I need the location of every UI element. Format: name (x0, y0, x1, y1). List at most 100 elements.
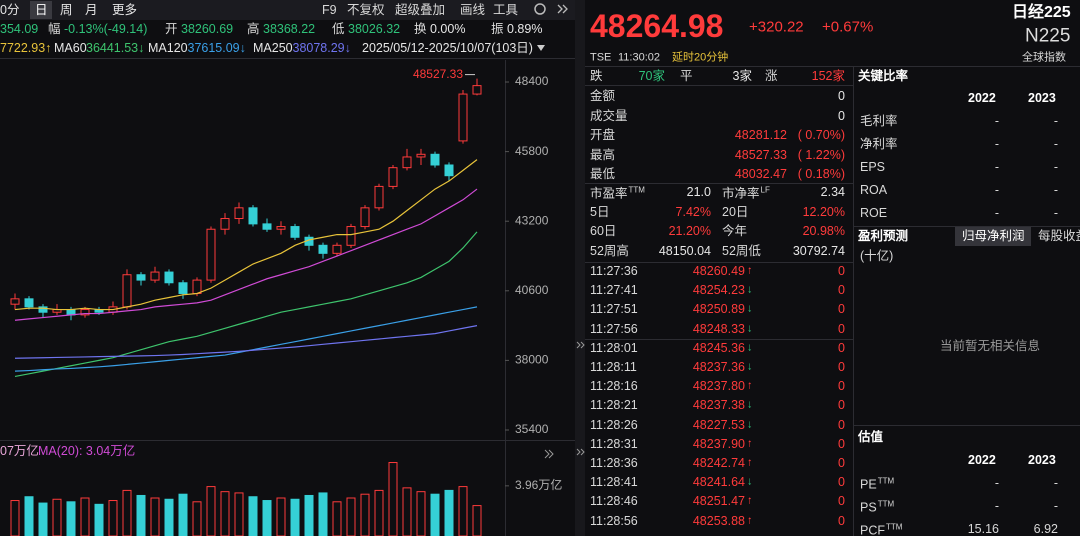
unit-label: (十亿) (860, 249, 894, 263)
volume-bar (136, 494, 146, 536)
ratio-value: 2.34 (820, 185, 845, 199)
volume-bar (80, 497, 90, 536)
expand-icon[interactable] (580, 448, 585, 456)
stat-pct: ( 1.22%) (797, 147, 845, 162)
tick-price: 48253.88 (692, 513, 745, 528)
security-name: 日经225 (1012, 4, 1071, 21)
forecast-tab[interactable]: 每股收益 (1038, 229, 1080, 243)
dropdown-icon[interactable] (537, 45, 545, 51)
row-value: 15.16 (967, 522, 999, 536)
row-value: - (1053, 114, 1058, 128)
tool-button[interactable]: 工具 (493, 3, 519, 17)
volume-bar (24, 496, 34, 536)
ratio-label: 60日 (590, 224, 617, 238)
volume-bar (262, 500, 272, 536)
date-range[interactable]: 2025/05/12-2025/10/07(103日) (362, 41, 533, 55)
volume-legend: 07万亿 (0, 444, 39, 458)
candle-body (262, 223, 272, 230)
row-value: - (994, 206, 999, 220)
volume-bar (108, 500, 118, 536)
tick-volume: 0 (838, 398, 845, 413)
expand-icon[interactable] (576, 341, 581, 349)
tick-price: 48250.89 (692, 302, 745, 317)
row-value: - (1053, 160, 1058, 174)
label-suffix: LF (760, 185, 770, 195)
tool-button[interactable]: 不复权 (347, 3, 385, 17)
period-tab[interactable]: 周 (60, 3, 73, 17)
candle-body (276, 226, 286, 230)
row-value: - (1053, 499, 1058, 513)
y-tick-label: 35400 (515, 422, 549, 436)
quote-value: 0.00% (430, 22, 466, 36)
ratio-value: 21.20% (668, 224, 711, 238)
ma-legend-value: 37615.09↓ (187, 41, 246, 55)
volume-bar (346, 497, 356, 536)
volume-bar (402, 487, 412, 536)
tick-time: 11:27:36 (590, 264, 638, 278)
ma-line (14, 188, 478, 321)
expand-icon[interactable] (576, 448, 581, 456)
candle-body (38, 306, 48, 313)
tick-price: 48242.74 (692, 456, 745, 470)
expand-icon[interactable] (544, 449, 550, 459)
period-tab[interactable]: 月 (85, 3, 98, 17)
y-tick-label: 40600 (515, 283, 549, 297)
candle-body (416, 153, 426, 158)
ratio-value: 7.42% (675, 204, 711, 219)
tick-time: 11:28:21 (590, 398, 638, 413)
label-suffix: TTM (886, 522, 903, 532)
expand-icon[interactable] (548, 449, 554, 459)
ma-legend-value: 7722.93↑ (0, 41, 52, 55)
candle-body (136, 274, 146, 281)
period-tab[interactable]: 更多 (112, 3, 138, 17)
settings-icon[interactable] (534, 3, 546, 15)
quote-label: 幅 (48, 22, 61, 36)
volume-bar (332, 501, 342, 536)
candle-body (444, 164, 454, 177)
candle-body (458, 93, 468, 142)
tool-button[interactable]: 超级叠加 (395, 3, 446, 17)
volume-bar (94, 503, 104, 536)
tick-direction: ↑ (747, 437, 753, 450)
section-title: 估值 (858, 430, 884, 444)
collapse-icon[interactable] (562, 4, 568, 14)
breadth-value: 152家 (811, 69, 845, 83)
volume-bar (178, 493, 188, 536)
period-tab[interactable]: 日 (35, 3, 48, 17)
volume-bar (10, 500, 20, 536)
row-label: PCFTTM (860, 522, 903, 536)
volume-bar (430, 493, 440, 536)
tool-button[interactable]: F9 (322, 3, 337, 17)
quote-value: -0.13%(-49.14) (64, 22, 148, 36)
tick-price: 48251.47 (692, 494, 745, 509)
tick-price: 48248.33 (692, 321, 745, 336)
label-suffix: TTM (628, 185, 645, 195)
stat-value: 0 (838, 89, 845, 103)
tool-button[interactable]: 画线 (460, 3, 486, 17)
volume-bar (66, 501, 76, 536)
tick-price: 48237.38 (692, 398, 745, 413)
period-tab[interactable]: 0分 (0, 3, 20, 17)
y-tick-label: 3.96万亿 (515, 477, 562, 492)
tick-time: 11:28:11 (590, 360, 637, 374)
forecast-tab[interactable]: 归母净利润 (962, 229, 1025, 243)
volume-bar (388, 462, 398, 536)
row-value: - (1053, 183, 1058, 197)
row-label: PSTTM (860, 499, 895, 515)
tab-selected-bg (955, 227, 1031, 246)
column-header: 2022 (968, 91, 996, 105)
period-selected-bg (30, 1, 52, 19)
expand-icon[interactable] (580, 341, 585, 349)
stat-pct: ( 0.18%) (797, 167, 845, 181)
tick-time: 11:28:56 (590, 513, 638, 528)
ratio-value: 21.0 (686, 185, 711, 199)
tick-volume: 0 (838, 417, 845, 432)
ma-line (14, 159, 478, 311)
breadth-value: 70家 (638, 69, 665, 83)
label-suffix: TTM (877, 499, 895, 509)
collapse-icon[interactable] (557, 4, 563, 14)
row-label: ROE (860, 206, 888, 220)
quote-value: 0.89% (507, 22, 543, 36)
stat-value: 0 (838, 108, 845, 123)
breadth-label: 平 (680, 69, 693, 83)
